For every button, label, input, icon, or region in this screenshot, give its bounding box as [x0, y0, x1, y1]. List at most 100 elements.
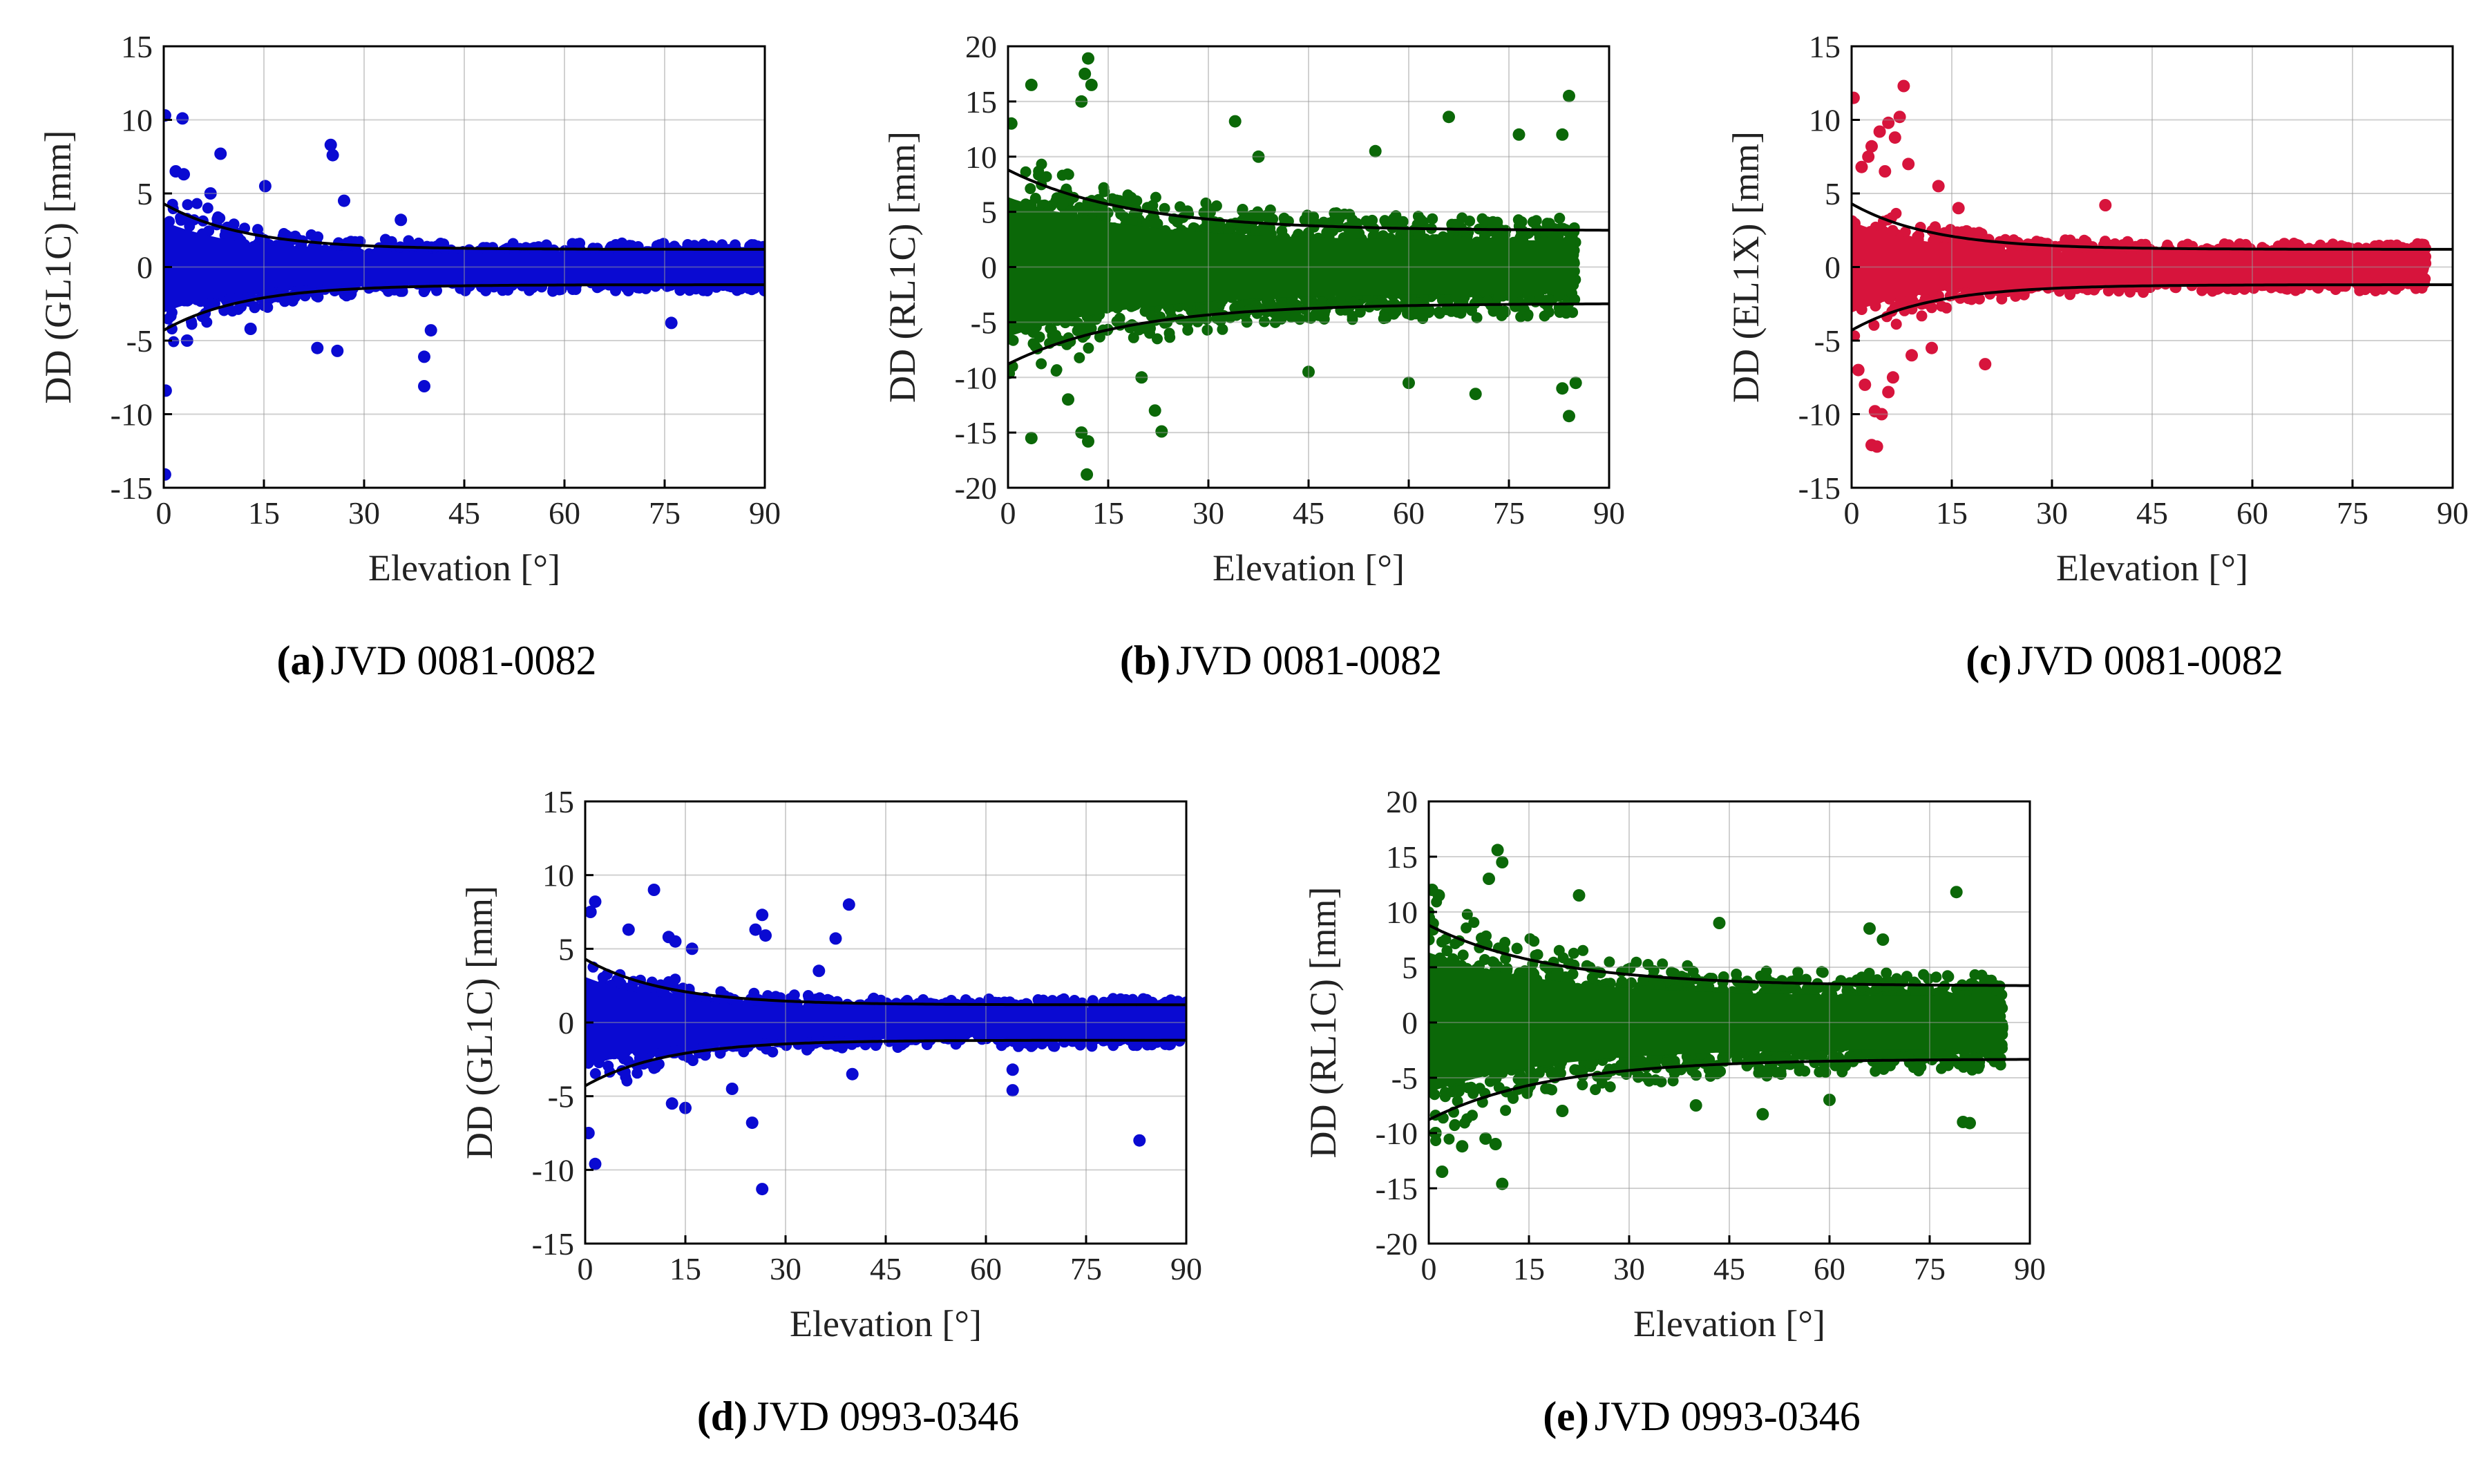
scatter-outlier	[418, 350, 430, 363]
scatter-point	[341, 241, 352, 253]
scatter-point	[1114, 312, 1125, 324]
scatter-outlier	[418, 380, 430, 392]
caption-letter-a: (a)	[277, 638, 325, 683]
scatter-point	[1543, 306, 1555, 318]
scatter-point	[1072, 325, 1083, 336]
scatter-point	[1413, 230, 1425, 242]
y-tick-label: -5	[126, 323, 153, 359]
scatter-point	[1036, 158, 1047, 170]
scatter-outlier	[180, 334, 193, 347]
scatter-outlier	[204, 187, 217, 200]
envelope-a	[163, 202, 765, 332]
scatter-point	[1083, 342, 1094, 354]
grid-a	[164, 46, 765, 488]
y-tick-label: 0	[137, 250, 153, 285]
scatter-point	[182, 199, 193, 211]
scatter-point	[1008, 368, 1016, 379]
scatter-points-b	[1008, 52, 1582, 481]
scatter-point	[1040, 171, 1052, 182]
scatter-point	[1201, 324, 1213, 336]
x-tick-label: 75	[649, 495, 681, 531]
scatter-point	[191, 198, 203, 209]
envelope-lower	[163, 283, 765, 332]
scatter-outlier	[176, 112, 189, 125]
scatter-outlier	[324, 138, 337, 151]
scatter-point	[1149, 219, 1161, 231]
y-tick-label: 15	[121, 29, 153, 64]
scatter-outlier	[164, 384, 172, 397]
scatter-point	[1197, 304, 1208, 316]
scatter-point	[1569, 294, 1581, 305]
scatter-point	[1181, 317, 1193, 329]
scatter-outlier	[665, 316, 678, 330]
scatter-point	[1496, 310, 1508, 321]
scatter-point	[1098, 182, 1110, 193]
scatter-point	[1152, 333, 1163, 345]
scatter-point	[674, 285, 686, 296]
y-tick-label: 10	[121, 103, 153, 138]
scatter-point	[201, 316, 213, 328]
x-tick-label: 15	[248, 495, 280, 531]
scatter-point	[1241, 316, 1253, 328]
scatter-point	[1057, 198, 1069, 209]
scatter-point	[1360, 215, 1372, 227]
scatter-outlier	[164, 468, 171, 481]
scatter-point	[1554, 212, 1566, 224]
x-tick-label: 30	[348, 495, 380, 531]
x-tick-label: 45	[448, 495, 480, 531]
scatter-point	[1050, 330, 1062, 341]
scatter-point	[1313, 310, 1324, 321]
scatter-point	[1264, 204, 1276, 216]
scatter-point	[1427, 213, 1438, 225]
scatter-outlier	[424, 324, 437, 337]
scatter-outlier	[258, 180, 272, 193]
scatter-outlier	[331, 344, 344, 357]
scatter-point	[661, 280, 673, 292]
scatter-point	[211, 213, 223, 225]
scatter-point	[1062, 168, 1074, 180]
x-tick-label: 60	[549, 495, 580, 531]
x-tick-label: 0	[156, 495, 172, 531]
scatter-point	[759, 285, 765, 296]
scatter-point	[1217, 323, 1228, 335]
scatter-point	[418, 286, 430, 298]
scatter-point	[202, 202, 213, 214]
scatter-point	[480, 285, 492, 296]
scatter-point	[287, 295, 298, 307]
y-tick-label: -15	[111, 470, 153, 506]
scatter-point	[165, 310, 177, 322]
scatter-outlier	[244, 323, 257, 335]
scatter-point	[1278, 212, 1290, 224]
scatter-point	[1025, 183, 1036, 194]
scatter-point	[1464, 216, 1476, 227]
scatter-point	[227, 305, 238, 317]
scatter-dense-core	[164, 221, 765, 313]
caption-text-a: JVD 0081-0082	[330, 638, 596, 683]
scatter-point	[262, 301, 274, 313]
scatter-point	[1131, 195, 1143, 207]
scatter-point	[1085, 323, 1097, 334]
scatter-point	[1259, 316, 1270, 327]
scatter-points-a	[164, 109, 765, 481]
scatter-point	[1522, 310, 1534, 322]
scatter-point	[1243, 304, 1255, 316]
scatter-point	[1090, 314, 1102, 325]
scatter-point	[1210, 200, 1222, 211]
scatter-point	[1036, 358, 1047, 370]
scatter-point	[1246, 209, 1257, 221]
y-axis-label-a: DD (GL1C) [mm]	[37, 131, 79, 404]
scatter-point	[1072, 317, 1083, 329]
scatter-point	[1275, 313, 1287, 325]
scatter-point	[310, 231, 321, 243]
scatter-point	[698, 242, 710, 254]
scatter-point	[1514, 296, 1526, 308]
scatter-point	[1378, 313, 1389, 325]
caption-a: (a) JVD 0081-0082	[277, 638, 597, 683]
scatter-point	[1074, 352, 1085, 363]
scatter-point	[1302, 209, 1313, 221]
scatter-point	[252, 224, 263, 236]
